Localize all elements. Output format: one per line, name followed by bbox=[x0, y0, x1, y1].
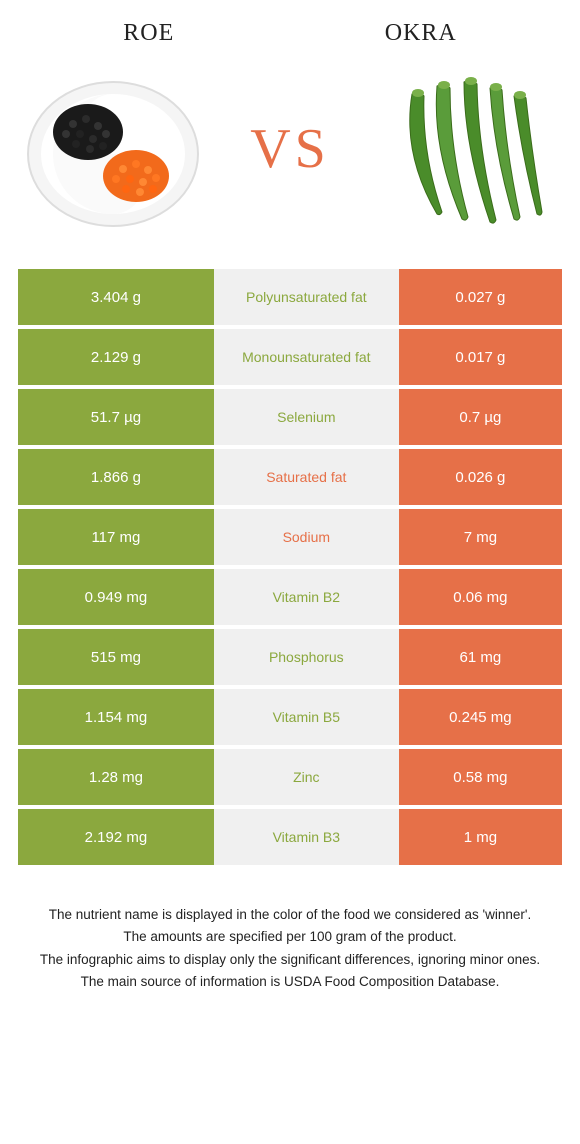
nutrient-name-cell: Vitamin B2 bbox=[214, 569, 399, 625]
images-row: VS bbox=[18, 59, 562, 239]
left-value-cell: 1.28 mg bbox=[18, 749, 214, 805]
left-value-cell: 2.192 mg bbox=[18, 809, 214, 865]
table-row: 1.866 gSaturated fat0.026 g bbox=[18, 449, 562, 505]
right-value-cell: 0.06 mg bbox=[399, 569, 562, 625]
okra-image bbox=[372, 64, 562, 234]
left-value-cell: 1.154 mg bbox=[18, 689, 214, 745]
table-row: 117 mgSodium7 mg bbox=[18, 509, 562, 565]
right-value-cell: 7 mg bbox=[399, 509, 562, 565]
table-row: 51.7 µgSelenium0.7 µg bbox=[18, 389, 562, 445]
table-row: 2.192 mgVitamin B31 mg bbox=[18, 809, 562, 865]
left-value-cell: 2.129 g bbox=[18, 329, 214, 385]
table-row: 3.404 gPolyunsaturated fat0.027 g bbox=[18, 269, 562, 325]
nutrient-name-cell: Monounsaturated fat bbox=[214, 329, 399, 385]
nutrient-name-cell: Zinc bbox=[214, 749, 399, 805]
footer-line: The nutrient name is displayed in the co… bbox=[36, 905, 544, 925]
table-row: 515 mgPhosphorus61 mg bbox=[18, 629, 562, 685]
right-value-cell: 0.026 g bbox=[399, 449, 562, 505]
footer-line: The amounts are specified per 100 gram o… bbox=[36, 927, 544, 947]
left-value-cell: 0.949 mg bbox=[18, 569, 214, 625]
left-value-cell: 515 mg bbox=[18, 629, 214, 685]
right-value-cell: 0.7 µg bbox=[399, 389, 562, 445]
header: Roe Okra bbox=[18, 20, 562, 47]
table-row: 0.949 mgVitamin B20.06 mg bbox=[18, 569, 562, 625]
roe-image bbox=[18, 64, 208, 234]
left-value-cell: 3.404 g bbox=[18, 269, 214, 325]
vs-text: VS bbox=[250, 117, 330, 181]
nutrient-name-cell: Phosphorus bbox=[214, 629, 399, 685]
right-value-cell: 1 mg bbox=[399, 809, 562, 865]
footer-line: The infographic aims to display only the… bbox=[36, 950, 544, 970]
right-value-cell: 0.027 g bbox=[399, 269, 562, 325]
right-value-cell: 0.245 mg bbox=[399, 689, 562, 745]
footer-notes: The nutrient name is displayed in the co… bbox=[18, 905, 562, 992]
left-value-cell: 51.7 µg bbox=[18, 389, 214, 445]
footer-line: The main source of information is USDA F… bbox=[36, 972, 544, 992]
right-value-cell: 0.58 mg bbox=[399, 749, 562, 805]
nutrient-name-cell: Vitamin B3 bbox=[214, 809, 399, 865]
nutrient-name-cell: Vitamin B5 bbox=[214, 689, 399, 745]
nutrient-table: 3.404 gPolyunsaturated fat0.027 g2.129 g… bbox=[18, 269, 562, 865]
right-value-cell: 0.017 g bbox=[399, 329, 562, 385]
left-value-cell: 1.866 g bbox=[18, 449, 214, 505]
nutrient-name-cell: Sodium bbox=[214, 509, 399, 565]
table-row: 2.129 gMonounsaturated fat0.017 g bbox=[18, 329, 562, 385]
left-food-title: Roe bbox=[123, 20, 174, 47]
table-row: 1.154 mgVitamin B50.245 mg bbox=[18, 689, 562, 745]
nutrient-name-cell: Polyunsaturated fat bbox=[214, 269, 399, 325]
right-value-cell: 61 mg bbox=[399, 629, 562, 685]
left-value-cell: 117 mg bbox=[18, 509, 214, 565]
table-row: 1.28 mgZinc0.58 mg bbox=[18, 749, 562, 805]
nutrient-name-cell: Saturated fat bbox=[214, 449, 399, 505]
right-food-title: Okra bbox=[385, 20, 457, 47]
nutrient-name-cell: Selenium bbox=[214, 389, 399, 445]
